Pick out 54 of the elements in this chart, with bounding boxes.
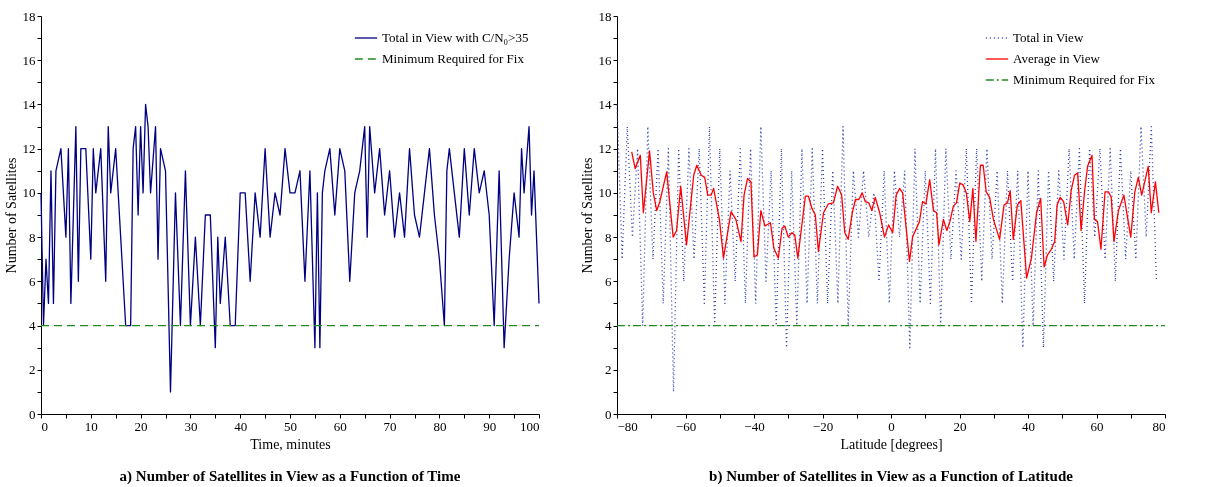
x-tick-label: 90: [483, 418, 497, 434]
y-tick-label: 14: [598, 96, 612, 112]
y-tick-label: 10: [598, 185, 612, 201]
x-tick-label: 40: [234, 418, 248, 434]
legend-label: Minimum Required for Fix: [382, 51, 525, 66]
legend-label: Average in View: [1013, 51, 1101, 66]
x-tick-label: 0: [41, 418, 48, 434]
x-tick-label: 20: [953, 418, 967, 434]
x-tick-label: 20: [134, 418, 148, 434]
legend-label: Minimum Required for Fix: [1013, 72, 1156, 87]
y-tick-label: 18: [22, 8, 36, 24]
x-tick-label: −60: [675, 418, 697, 434]
y-tick-label: 10: [22, 185, 36, 201]
y-tick-label: 8: [29, 229, 36, 245]
x-axis-title: Latitude [degrees]: [840, 436, 943, 452]
y-axis-title: Number of Satellites: [3, 157, 19, 274]
x-tick-label: 10: [84, 418, 98, 434]
y-axis-title: Number of Satellites: [579, 157, 595, 274]
y-tick-label: 0: [605, 406, 612, 422]
y-tick-label: 12: [22, 141, 36, 157]
text: b) Number of Satellites in View as a Function of Latitude: [709, 468, 1074, 485]
legend-label: Total in View with C/N₀>35: [382, 30, 529, 45]
x-tick-label: −20: [812, 418, 834, 434]
x-tick-label: 30: [184, 418, 198, 434]
y-tick-label: 16: [598, 52, 612, 68]
x-tick-label: 100: [520, 418, 540, 434]
x-tick-label: 60: [333, 418, 347, 434]
y-tick-label: 4: [29, 318, 36, 334]
text: a) Number of Satellites in View as a Function of Time: [119, 468, 461, 485]
x-tick-label: 60: [1090, 418, 1104, 434]
y-tick-label: 2: [29, 362, 36, 378]
y-tick-label: 0: [29, 406, 36, 422]
y-tick-label: 6: [605, 273, 612, 289]
y-tick-label: 14: [22, 96, 36, 112]
y-tick-label: 4: [605, 318, 612, 334]
x-tick-label: 70: [383, 418, 397, 434]
y-tick-label: 2: [605, 362, 612, 378]
x-tick-label: 80: [433, 418, 447, 434]
x-tick-label: −80: [617, 418, 638, 434]
line-series: [40, 103, 540, 393]
x-tick-label: 0: [888, 418, 895, 434]
y-tick-label: 12: [598, 141, 612, 157]
x-tick-label: 50: [284, 418, 297, 434]
y-tick-label: 6: [29, 273, 36, 289]
x-tick-label: −40: [744, 418, 765, 434]
x-tick-label: 40: [1022, 418, 1035, 434]
y-tick-label: 16: [22, 52, 36, 68]
line-series: [616, 103, 1158, 393]
line-series: [631, 150, 1160, 279]
x-axis-title: Time, minutes: [250, 436, 331, 452]
legend-label: Total in View: [1013, 30, 1084, 45]
y-tick-label: 18: [598, 8, 612, 24]
y-tick-label: 8: [605, 229, 612, 245]
x-tick-label: 80: [1152, 418, 1166, 434]
